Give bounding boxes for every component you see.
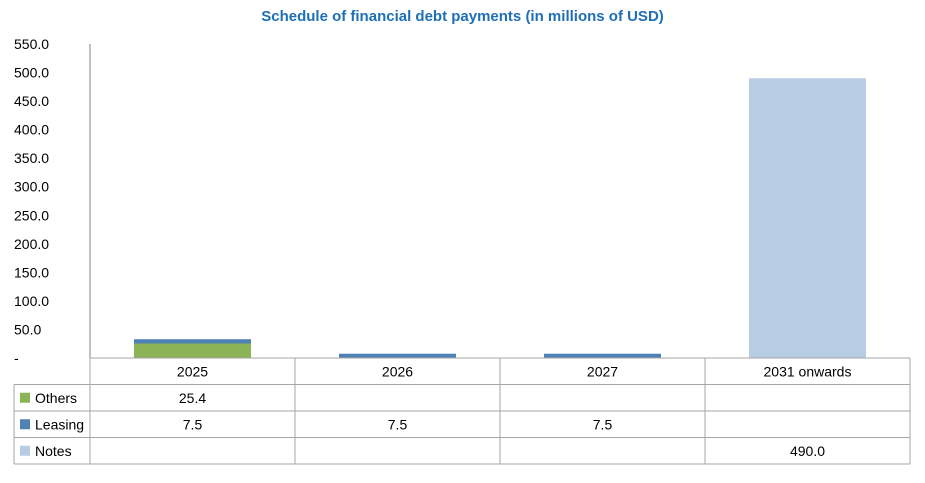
legend-swatch-notes [20,445,30,456]
legend-swatch-leasing [20,419,30,430]
x-tick-label: 2027 [587,363,618,379]
x-tick-label: 2026 [382,363,413,379]
bar-notes-3 [749,78,866,358]
data-label-leasing: 7.5 [593,416,613,432]
y-tick-label: - [14,350,19,366]
data-label-leasing: 7.5 [388,416,408,432]
data-label-notes: 490.0 [790,443,825,459]
bar-leasing-1 [339,353,456,358]
y-tick-label: 500.0 [14,65,49,81]
y-tick-label: 150.0 [14,264,49,280]
y-tick-label: 550.0 [14,36,49,52]
bar-others-0 [134,343,251,358]
chart-title: Schedule of financial debt payments (in … [261,8,664,25]
y-tick-label: 100.0 [14,293,49,309]
data-label-leasing: 7.5 [183,416,203,432]
bar-leasing-0 [134,339,251,344]
data-label-others: 25.4 [179,390,206,406]
y-tick-label: 200.0 [14,236,49,252]
x-tick-label: 2025 [177,363,208,379]
legend-label-others: Others [35,390,77,406]
data-table: 2025 2026 2027 2031 onwards Others 25.4 Leasin… [13,357,911,465]
legend-swatch-others [20,392,30,403]
legend-label-notes: Notes [35,443,72,459]
legend-label-leasing: Leasing [35,416,84,432]
bar-leasing-2 [544,353,661,358]
y-tick-label: 350.0 [14,150,49,166]
x-tick-label: 2031 onwards [764,363,852,379]
bars [134,78,866,358]
y-tick-label: 50.0 [14,321,41,337]
y-tick-label: 300.0 [14,179,49,195]
y-axis: - 50.0 100.0 150.0 200.0 250.0 300.0 350.0 400.0… [14,36,91,366]
y-tick-label: 250.0 [14,207,49,223]
y-tick-label: 450.0 [14,93,49,109]
y-tick-label: 400.0 [14,122,49,138]
